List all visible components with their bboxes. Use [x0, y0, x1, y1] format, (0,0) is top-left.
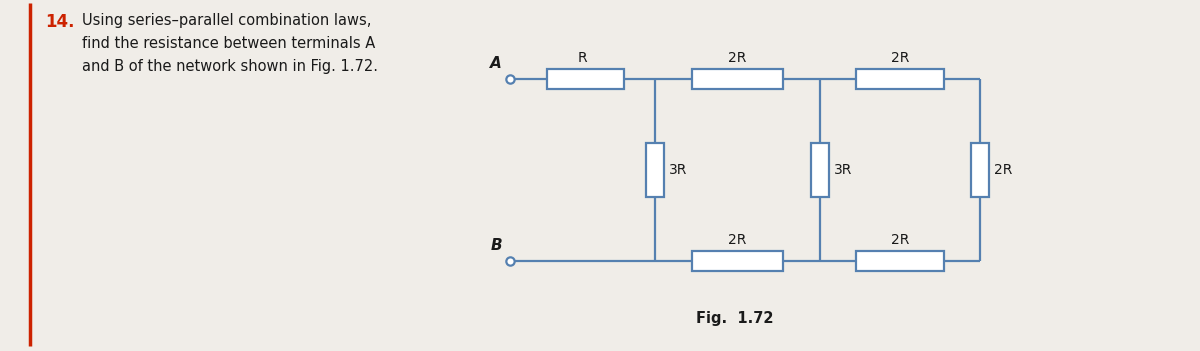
Text: 2R: 2R	[994, 163, 1013, 177]
Bar	[856, 69, 944, 89]
Bar	[692, 251, 782, 271]
Text: Fig.  1.72: Fig. 1.72	[696, 311, 774, 326]
Text: 2R: 2R	[890, 233, 910, 247]
Bar	[646, 143, 664, 197]
Text: 2R: 2R	[728, 51, 746, 65]
Text: 14.: 14.	[46, 13, 74, 31]
Text: A: A	[491, 56, 502, 71]
Bar	[546, 69, 624, 89]
Text: 3R: 3R	[834, 163, 852, 177]
Text: R: R	[577, 51, 587, 65]
Bar	[856, 251, 944, 271]
Text: 2R: 2R	[728, 233, 746, 247]
Text: 2R: 2R	[890, 51, 910, 65]
Text: B: B	[491, 238, 502, 253]
Text: Using series–parallel combination laws,
find the resistance between terminals A
: Using series–parallel combination laws, …	[82, 13, 378, 74]
Bar	[692, 69, 782, 89]
Bar	[811, 143, 829, 197]
Text: 3R: 3R	[670, 163, 688, 177]
Bar	[971, 143, 989, 197]
